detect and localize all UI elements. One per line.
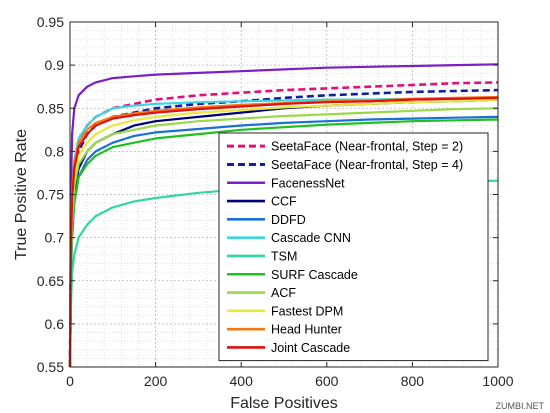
x-tick-label: 600: [315, 373, 339, 389]
x-tick-label: 0: [66, 373, 74, 389]
y-tick-label: 0.95: [37, 14, 64, 30]
legend-label-11: Joint Cascade: [271, 341, 350, 355]
series-line-2: [68, 63, 499, 368]
x-axis-label: False Positives: [230, 395, 338, 412]
y-tick-label: 0.55: [37, 359, 64, 375]
y-tick-label: 0.6: [45, 316, 65, 332]
y-tick-label: 0.65: [37, 273, 64, 289]
legend-box: [218, 132, 489, 362]
legend-label-2: FacenessNet: [271, 176, 345, 190]
legend-label-5: Cascade CNN: [271, 231, 351, 245]
legend-label-1: SeetaFace (Near-frontal, Step = 4): [271, 158, 463, 172]
x-ticks: 0 200 400 600 800 1000: [66, 22, 514, 389]
legend-label-9: Fastest DPM: [271, 304, 343, 318]
x-tick-label: 1000: [482, 373, 513, 389]
series-line-11: [68, 96, 499, 368]
legend-label-7: SURF Cascade: [271, 268, 358, 282]
x-tick-label: 200: [144, 373, 168, 389]
y-axis-label: True Positive Rate: [13, 129, 30, 260]
legend: SeetaFace (Near-frontal, Step = 2) SeetaF…: [218, 132, 489, 362]
y-tick-label: 0.9: [45, 57, 65, 73]
y-tick-label: 0.85: [37, 100, 64, 116]
x-tick-label: 400: [230, 373, 254, 389]
y-ticks: 0.55 0.6 0.65 0.7 0.75 0.8 0.85 0.9 0.95: [37, 14, 498, 375]
y-tick-label: 0.7: [45, 230, 65, 246]
y-tick-label: 0.8: [45, 143, 65, 159]
legend-label-0: SeetaFace (Near-frontal, Step = 2): [271, 140, 463, 154]
legend-label-8: ACF: [271, 286, 296, 300]
legend-label-6: TSM: [271, 249, 297, 263]
watermark-text: ZUMBI.NET: [496, 401, 545, 411]
legend-label-4: DDFD: [271, 213, 306, 227]
x-tick-label: 800: [401, 373, 425, 389]
legend-label-10: Head Hunter: [271, 323, 342, 337]
series-line-1: [68, 88, 499, 368]
y-tick-label: 0.75: [37, 187, 64, 203]
legend-label-3: CCF: [271, 195, 297, 209]
